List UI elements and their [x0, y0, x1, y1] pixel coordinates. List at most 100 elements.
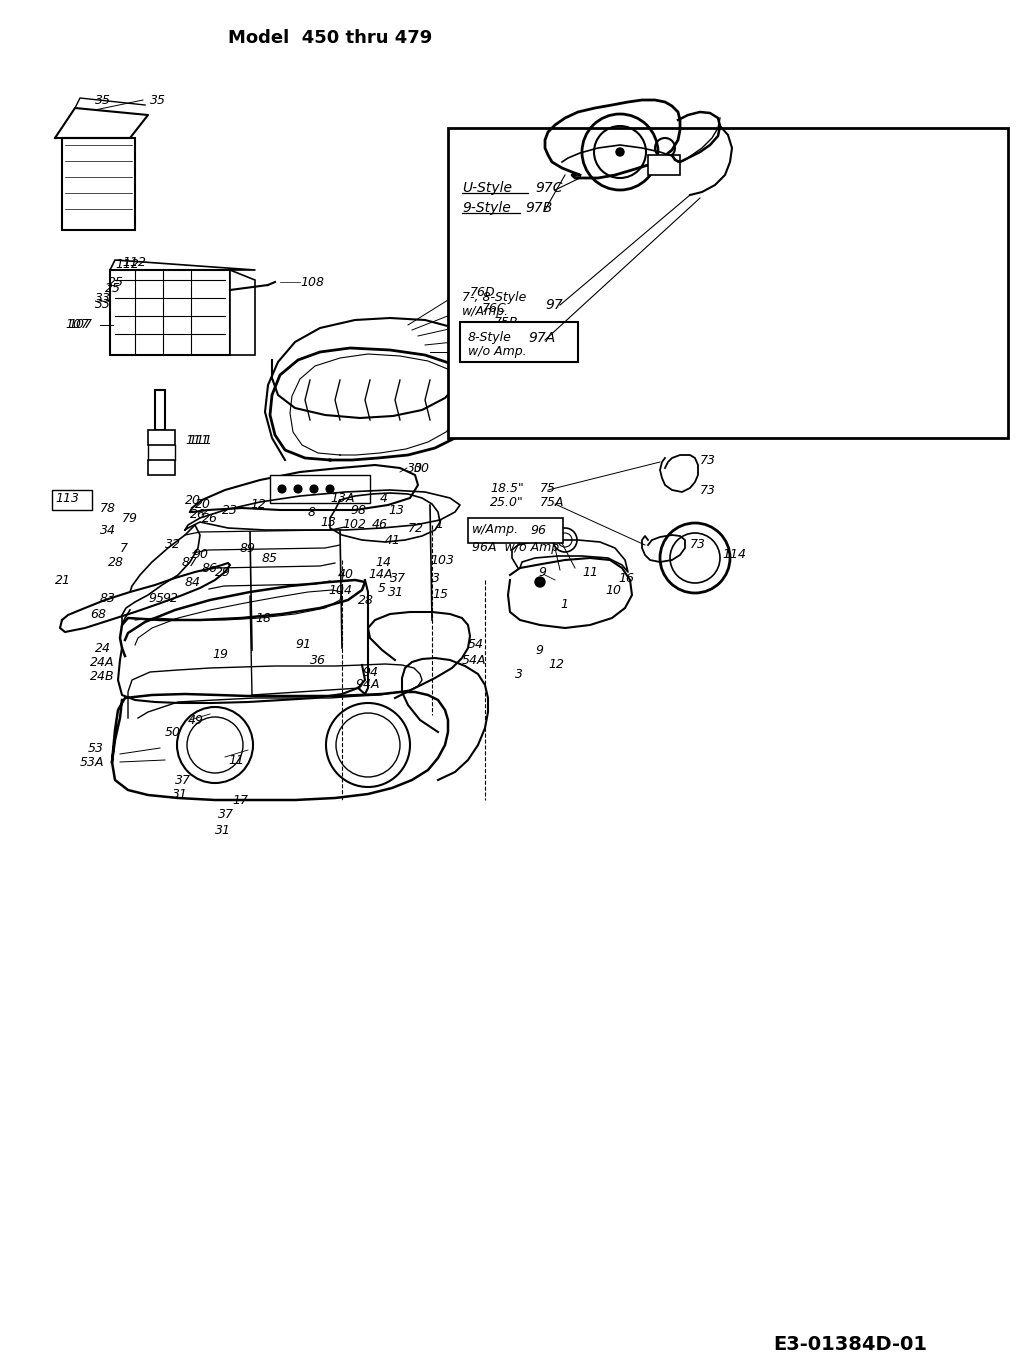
Text: 85: 85	[262, 552, 278, 564]
Text: 37: 37	[175, 773, 191, 787]
Text: 26: 26	[190, 508, 206, 520]
Text: 20: 20	[195, 498, 211, 512]
Text: 83: 83	[100, 591, 116, 605]
Text: Model  450 thru 479: Model 450 thru 479	[228, 29, 432, 47]
Text: 31: 31	[172, 789, 188, 801]
Text: 87: 87	[182, 556, 198, 568]
Bar	[448, 127, 1008, 438]
Text: 30: 30	[407, 461, 423, 475]
Text: 97C: 97C	[535, 181, 562, 194]
Text: 97: 97	[545, 298, 562, 312]
Text: 19: 19	[212, 649, 228, 661]
Text: 28: 28	[108, 556, 124, 568]
Text: 21: 21	[55, 574, 71, 586]
Text: 11: 11	[228, 753, 244, 767]
Text: 53: 53	[88, 742, 104, 754]
Text: 13A: 13A	[330, 491, 355, 505]
Text: 18: 18	[255, 612, 271, 624]
Circle shape	[535, 576, 545, 587]
Text: 37: 37	[218, 809, 234, 821]
Text: 68: 68	[90, 608, 106, 620]
Text: E3-01384D-01: E3-01384D-01	[773, 1336, 927, 1354]
Text: 24B: 24B	[90, 669, 115, 683]
Text: 40: 40	[338, 568, 354, 582]
Text: 1: 1	[560, 598, 568, 612]
Text: 10: 10	[605, 583, 621, 597]
Text: 4: 4	[380, 491, 388, 505]
Text: 49: 49	[188, 713, 204, 727]
Text: 20: 20	[185, 493, 201, 507]
Bar	[648, 155, 680, 175]
Text: 11: 11	[582, 565, 598, 579]
Text: 8: 8	[308, 505, 316, 519]
Text: 76: 76	[510, 345, 526, 359]
Text: 54A: 54A	[462, 653, 486, 667]
Text: 113: 113	[55, 491, 79, 505]
Text: 96A  w/o Amp.: 96A w/o Amp.	[472, 542, 563, 554]
Text: 73: 73	[700, 453, 716, 467]
Text: 33: 33	[95, 292, 111, 304]
Text: 5: 5	[378, 582, 386, 594]
Text: 84: 84	[185, 575, 201, 589]
Text: 90: 90	[192, 549, 208, 561]
Text: 8-Style: 8-Style	[467, 331, 512, 345]
Text: 7-, 8-Style: 7-, 8-Style	[462, 292, 526, 304]
Text: 9-Style: 9-Style	[462, 201, 511, 215]
Text: 54: 54	[467, 638, 484, 652]
Text: 72: 72	[408, 522, 424, 534]
Text: 35: 35	[95, 93, 111, 107]
Text: 92: 92	[162, 591, 178, 605]
Text: 28: 28	[358, 594, 374, 606]
Text: 25: 25	[108, 275, 124, 289]
Text: 13: 13	[320, 516, 336, 528]
Text: 76: 76	[512, 345, 528, 359]
Text: 25: 25	[105, 282, 121, 294]
Text: 94A: 94A	[355, 679, 380, 691]
Text: 46: 46	[372, 519, 388, 531]
Bar	[467, 517, 563, 543]
Circle shape	[310, 485, 318, 493]
Circle shape	[294, 485, 302, 493]
Text: 12: 12	[250, 498, 266, 512]
Text: 15: 15	[432, 589, 448, 601]
Text: 108: 108	[300, 275, 324, 289]
Text: 76A: 76A	[506, 331, 530, 345]
Text: 104: 104	[328, 583, 352, 597]
Text: 112: 112	[115, 259, 139, 271]
Text: 37: 37	[390, 571, 406, 585]
Text: 91: 91	[295, 638, 311, 652]
Text: 18.5": 18.5"	[490, 482, 524, 494]
Text: 41: 41	[385, 534, 401, 546]
Text: w/Amp.: w/Amp.	[472, 523, 519, 537]
Polygon shape	[148, 460, 175, 475]
Text: 31: 31	[215, 824, 231, 836]
Text: 111: 111	[188, 434, 212, 446]
Text: 76D: 76D	[470, 286, 495, 298]
Text: 86: 86	[202, 561, 218, 575]
Text: 75B: 75B	[494, 315, 519, 329]
Text: w/o Amp.: w/o Amp.	[467, 345, 526, 359]
Text: 107: 107	[68, 319, 92, 331]
Text: 24A: 24A	[90, 656, 115, 668]
Text: 76A: 76A	[504, 331, 528, 345]
Text: 14: 14	[375, 556, 391, 568]
Text: 1: 1	[436, 519, 443, 531]
Text: 94: 94	[362, 665, 378, 679]
Bar	[270, 475, 370, 502]
Text: 13: 13	[388, 504, 404, 516]
Text: 95: 95	[148, 591, 164, 605]
Text: 7: 7	[120, 542, 128, 554]
Text: 75A: 75A	[540, 496, 565, 508]
Text: 23: 23	[222, 504, 238, 516]
Text: 97B: 97B	[525, 201, 552, 215]
Text: 79: 79	[122, 512, 138, 524]
Text: 75: 75	[540, 482, 556, 494]
Text: 36: 36	[310, 653, 326, 667]
Text: 112: 112	[122, 256, 146, 268]
Text: 24: 24	[95, 642, 111, 654]
Text: w/Amp.: w/Amp.	[462, 305, 509, 319]
Text: 96: 96	[530, 523, 546, 537]
Text: 12: 12	[548, 658, 565, 672]
Bar	[460, 322, 578, 361]
Polygon shape	[148, 430, 175, 445]
